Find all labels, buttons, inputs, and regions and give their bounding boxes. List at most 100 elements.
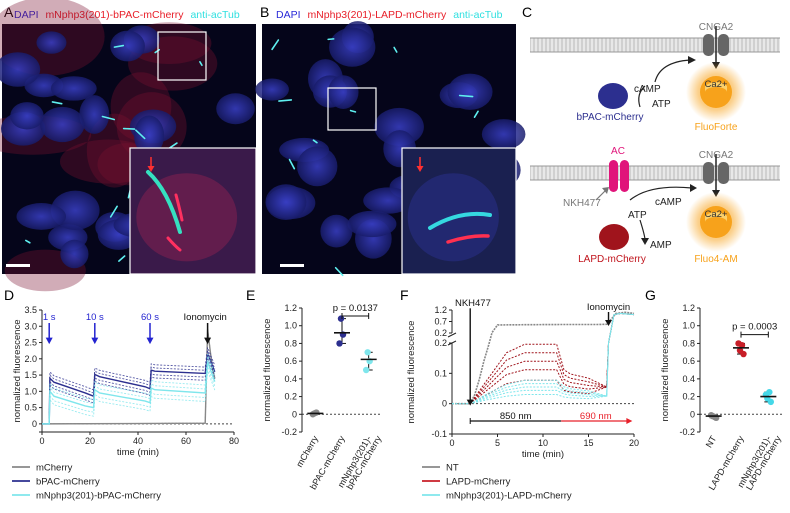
nucleus bbox=[255, 78, 289, 101]
inset-frame bbox=[401, 147, 517, 275]
chart-g: -0.2 0 0.2 0.4 0.6 0.8 1.0 1.2 normalized fluore… bbox=[660, 303, 783, 492]
series-line bbox=[452, 311, 635, 405]
nucleus bbox=[110, 30, 145, 62]
arrowhead-icon bbox=[690, 184, 697, 192]
construct-label: mNphp3(201)-bPAC-mCherry bbox=[45, 9, 184, 21]
y-tick-label: 0.8 bbox=[284, 338, 297, 348]
nucleus bbox=[0, 52, 41, 87]
legend-label: NT bbox=[446, 463, 459, 474]
bpac-label: bPAC-mCherry bbox=[576, 112, 643, 123]
y-tick-label: 0.4 bbox=[682, 374, 695, 384]
series-line bbox=[42, 357, 216, 425]
inset-signal bbox=[136, 173, 238, 262]
panel-letter-c: C bbox=[522, 4, 532, 20]
y-tick-label: 0.5 bbox=[24, 403, 37, 413]
cnga2-channel-top bbox=[703, 34, 729, 56]
lapd-label: LAPD-mCherry bbox=[578, 254, 646, 265]
y-tick-label: 0.8 bbox=[682, 338, 695, 348]
y-tick-label: -0.2 bbox=[281, 427, 297, 437]
light-850-label: 850 nm bbox=[500, 411, 532, 422]
camp-label-top: cAMP bbox=[634, 84, 661, 95]
ionomycin-label: Ionomycin bbox=[587, 302, 630, 313]
arrowhead-icon bbox=[641, 238, 649, 245]
series-line bbox=[42, 366, 216, 425]
y-tick-label: 0.6 bbox=[682, 356, 695, 366]
y-tick-label: 0 bbox=[292, 409, 297, 419]
cilium bbox=[118, 255, 126, 262]
nkh477-label: NKH477 bbox=[455, 298, 491, 309]
nucleus bbox=[40, 106, 85, 143]
arrowhead-icon bbox=[688, 56, 696, 64]
ca-label-bottom: Ca2+ bbox=[705, 209, 728, 220]
y-tick-label: 0 bbox=[442, 399, 447, 409]
data-point bbox=[735, 340, 742, 347]
micrograph-b bbox=[255, 21, 526, 277]
data-point bbox=[364, 349, 371, 356]
nucleus bbox=[60, 239, 89, 269]
zoom-box bbox=[327, 87, 377, 131]
cnga2-channel-bottom bbox=[703, 162, 729, 184]
atp-label-top: ATP bbox=[652, 99, 671, 110]
panel-b-title: DAPI mNphp3(201)-LAPD-mCherry anti-acTub bbox=[276, 9, 503, 21]
legend-label: LAPD-mCherry bbox=[446, 477, 511, 488]
atp-to-camp-arrow bbox=[638, 85, 646, 108]
x-tick-label: 5 bbox=[495, 438, 500, 448]
y-tick-label: 1.2 bbox=[284, 303, 297, 313]
x-tick-label: 20 bbox=[629, 438, 639, 448]
legend-label: mNphp3(201)-LAPD-mCherry bbox=[446, 491, 572, 502]
x-tick-label: 0 bbox=[449, 438, 454, 448]
x-tick-label: 80 bbox=[229, 436, 239, 446]
membrane-bottom bbox=[530, 166, 780, 180]
atp-label-bottom: ATP bbox=[628, 210, 647, 221]
cilium bbox=[349, 109, 357, 113]
dye-pocket bbox=[705, 82, 727, 92]
inset-cilium bbox=[146, 170, 182, 234]
arrowhead-icon bbox=[204, 337, 212, 345]
series-line bbox=[42, 353, 216, 425]
y-tick-label: 0.4 bbox=[284, 374, 297, 384]
nucleus bbox=[79, 95, 110, 134]
dapi-label: DAPI bbox=[276, 9, 301, 21]
panel-a-title: DAPI mNphp3(201)-bPAC-mCherry anti-acTub bbox=[14, 9, 240, 21]
panel-letter-d: D bbox=[4, 287, 14, 303]
y-tick-label: 1.2 bbox=[434, 305, 447, 315]
data-point bbox=[309, 411, 317, 418]
nucleus bbox=[50, 76, 97, 101]
panel-letter-f: F bbox=[400, 287, 409, 303]
series-line bbox=[452, 312, 635, 405]
legend-label: bPAC-mCherry bbox=[36, 477, 100, 488]
nucleus bbox=[36, 31, 67, 54]
inset-cilium-tip bbox=[446, 234, 490, 244]
ca-label-top: Ca2+ bbox=[705, 79, 728, 90]
legend-label: mCherry bbox=[36, 463, 73, 474]
nucleus bbox=[16, 203, 67, 230]
membrane-top bbox=[530, 38, 780, 52]
series-line bbox=[42, 357, 216, 425]
legend-label: mNphp3(201)-bPAC-mCherry bbox=[36, 491, 161, 502]
fluoforte-label: FluoForte bbox=[695, 122, 738, 133]
x-axis-label: time (min) bbox=[522, 449, 564, 460]
y-axis-label: normalized fluorescence bbox=[262, 319, 273, 422]
data-point bbox=[362, 366, 370, 374]
x-tick-label: 0 bbox=[39, 436, 44, 446]
y-tick-label: 1.5 bbox=[24, 370, 37, 380]
x-tick-label: 60 bbox=[181, 436, 191, 446]
arrowhead-icon bbox=[466, 399, 474, 406]
series-line bbox=[452, 312, 635, 405]
y-tick-label: 1.0 bbox=[24, 386, 37, 396]
p-value-label: p = 0.0003 bbox=[732, 322, 777, 333]
scale-bar bbox=[280, 264, 304, 267]
series-line bbox=[42, 347, 216, 425]
panel-letter-e: E bbox=[246, 287, 255, 303]
data-point bbox=[337, 315, 345, 322]
x-tick-label: 40 bbox=[133, 436, 143, 446]
scale-bar bbox=[6, 264, 30, 267]
lapd-enzyme bbox=[599, 224, 629, 250]
adenylyl-cyclase bbox=[609, 160, 629, 192]
panel-a: A DAPI mNphp3(201)-bPAC-mCherry anti-acT… bbox=[0, 0, 257, 292]
y-tick-label: 0 bbox=[32, 419, 37, 429]
stimulus-label: 10 s bbox=[86, 312, 104, 323]
panel-letter-g: G bbox=[645, 287, 656, 303]
fluo4-label: Fluo4-AM bbox=[694, 254, 737, 265]
